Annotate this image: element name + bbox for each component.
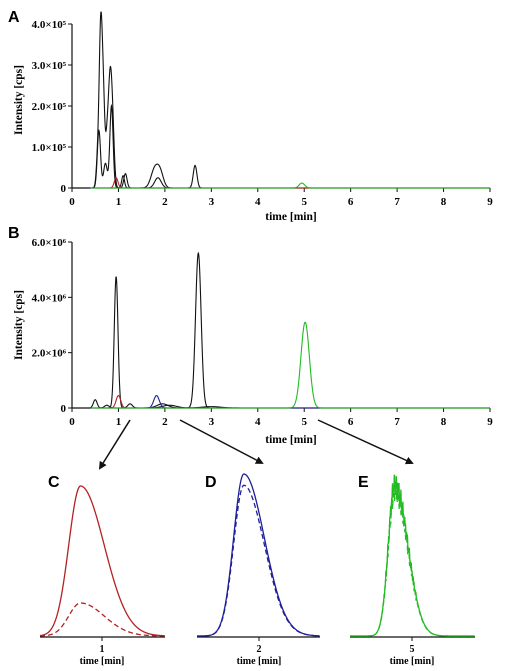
x-tick-label: 5 [410,644,415,655]
panel-c-x-axis-title: time [min] [80,656,125,667]
series-line-green [90,321,490,409]
x-tick-label: 4 [255,196,261,208]
panel-d-x-axis-title: time [min] [237,656,282,667]
x-tick-label: 2 [162,416,168,428]
x-tick-label: 7 [394,416,400,428]
panel-letter-e: E [358,474,369,491]
x-tick-label: 1 [116,196,122,208]
arrow-to-panel-e [317,419,414,465]
panel-letter-d: D [205,474,217,491]
x-tick-label: 0 [69,196,75,208]
y-tick-label: 0 [61,403,67,415]
y-tick-label: 2.0×10⁶ [32,348,67,360]
series-line-black [90,103,490,189]
series-line-green [90,182,490,189]
series-line-blue [90,394,490,409]
x-tick-label: 9 [487,416,493,428]
panel-a-y-axis-title: Intensity [cps] [13,65,25,135]
chart-panel-d: 2 [196,473,320,655]
x-tick-label: 0 [69,416,75,428]
y-tick-label: 4.0×10⁵ [32,19,67,31]
panel-b-y-axis-title: Intensity [cps] [13,290,25,360]
x-tick-label: 2 [257,644,262,655]
panel-e-x-axis-title: time [min] [390,656,435,667]
series-line-blue-solid [196,473,320,637]
series-line-blue-dashed [196,484,320,637]
x-tick-label: 4 [255,416,261,428]
x-tick-label: 5 [301,196,307,208]
x-tick-label: 2 [162,196,168,208]
y-tick-label: 1.0×10⁵ [32,142,67,154]
x-tick-label: 3 [209,196,215,208]
series-line-black [90,11,490,189]
y-tick-label: 2.0×10⁵ [32,101,67,113]
panel-a-x-axis-title: time [min] [265,211,316,223]
x-tick-label: 6 [348,416,354,428]
panel-letter-b: B [8,225,20,242]
panel-letter-c: C [48,474,60,491]
arrow-to-panel-d [179,419,264,464]
y-tick-label: 6.0×10⁶ [32,237,67,249]
x-tick-label: 8 [441,416,447,428]
y-tick-label: 3.0×10⁵ [32,60,67,72]
chart-panel-c: 1 [39,485,165,655]
series-line-red-solid [39,485,165,637]
y-tick-label: 4.0×10⁶ [32,292,67,304]
x-tick-label: 5 [301,416,307,428]
y-tick-label: 0 [61,183,67,195]
arrow-to-panel-c [98,419,131,470]
x-tick-label: 1 [116,416,122,428]
x-tick-label: 8 [441,196,447,208]
x-tick-label: 6 [348,196,354,208]
series-line-red-dashed [39,602,165,637]
panel-b-x-axis-title: time [min] [265,434,316,446]
series-line-black [90,251,490,409]
chart-panel-e: 5 [350,474,475,655]
x-tick-label: 1 [100,644,105,655]
series-line-green-dashed [350,480,475,637]
series-line-green-solid [350,474,475,637]
x-tick-label: 7 [394,196,400,208]
chart-panel-a: 0 1 2 3 4 5 6 7 8 9 0 1.0×10⁵ 2.0×10⁵ 3.0×10⁵ 4.0×10⁵ [32,11,493,208]
chart-panel-b: 0 1 2 3 4 5 6 7 8 9 0 2.0×10⁶ 4.0×10⁶ 6.0×10⁶ [32,237,494,428]
x-tick-label: 3 [209,416,215,428]
x-tick-label: 9 [487,196,493,208]
panel-letter-a: A [8,9,20,26]
